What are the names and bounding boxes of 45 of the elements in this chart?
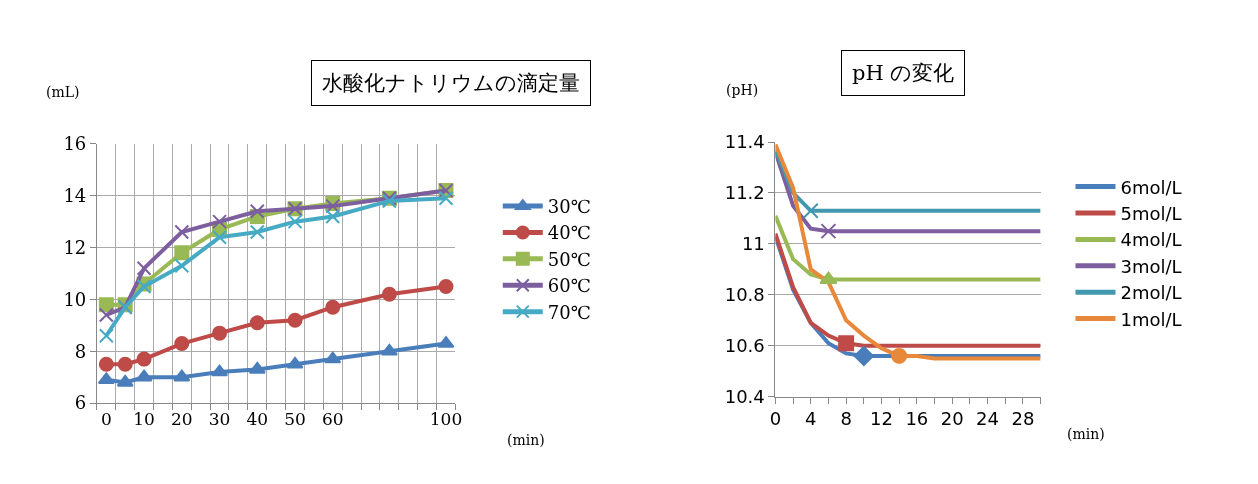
x-tick-label: 24 bbox=[976, 408, 1000, 430]
y-axis-title: (pH) bbox=[726, 82, 759, 98]
x-tick-label: 0 bbox=[769, 408, 782, 430]
legend-label: 40℃ bbox=[547, 222, 591, 244]
legend-label: 4mol/L bbox=[1120, 229, 1182, 251]
x-tick-label: 16 bbox=[905, 408, 929, 430]
y-tick-label: 10.6 bbox=[724, 335, 765, 357]
y-tick-label: 11 bbox=[741, 233, 765, 255]
x-tick-label: 12 bbox=[870, 408, 893, 430]
x-tick-label: 20 bbox=[940, 408, 964, 430]
x-tick-label: 100 bbox=[429, 408, 463, 429]
chart-title: 水酸化ナトリウムの滴定量 bbox=[322, 71, 580, 95]
x-tick-label: 30 bbox=[208, 408, 231, 429]
y-tick-label: 14 bbox=[63, 185, 87, 207]
x-tick-label: 50 bbox=[284, 408, 306, 429]
x-tick-label: 8 bbox=[840, 408, 852, 430]
legend-label: 60℃ bbox=[547, 275, 591, 297]
y-tick-label: 10.4 bbox=[724, 385, 765, 407]
y-tick-label: 6 bbox=[74, 392, 87, 414]
y-tick-label: 8 bbox=[74, 340, 87, 362]
x-tick-label: 28 bbox=[1011, 408, 1035, 430]
legend-label: 30℃ bbox=[547, 196, 591, 218]
x-tick-label: 10 bbox=[133, 408, 155, 429]
y-tick-label: 10 bbox=[63, 288, 87, 310]
x-axis-title: (min) bbox=[507, 432, 545, 448]
legend-label: 6mol/L bbox=[1120, 176, 1182, 198]
legend-label: 2mol/L bbox=[1120, 282, 1182, 304]
x-tick-label: 4 bbox=[805, 408, 817, 430]
y-tick-label: 12 bbox=[63, 236, 87, 258]
x-tick-label: 20 bbox=[170, 408, 193, 429]
legend-label: 3mol/L bbox=[1120, 255, 1182, 277]
x-tick-label: 40 bbox=[246, 408, 269, 429]
chart-title: pH の変化 bbox=[852, 61, 955, 85]
x-tick-label: 60 bbox=[321, 408, 344, 429]
x-axis-title: (min) bbox=[1067, 426, 1105, 442]
y-tick-label: 10.8 bbox=[724, 284, 765, 306]
y-tick-label: 11.4 bbox=[724, 131, 765, 153]
legend-label: 5mol/L bbox=[1120, 203, 1182, 225]
legend-label: 70℃ bbox=[547, 301, 591, 323]
y-tick-label: 11.2 bbox=[724, 182, 765, 204]
legend-label: 50℃ bbox=[547, 248, 591, 270]
legend-label: 1mol/L bbox=[1120, 308, 1182, 330]
x-tick-label: 0 bbox=[100, 408, 112, 429]
y-tick-label: 16 bbox=[63, 133, 87, 155]
y-axis-title: (mL) bbox=[46, 84, 80, 100]
